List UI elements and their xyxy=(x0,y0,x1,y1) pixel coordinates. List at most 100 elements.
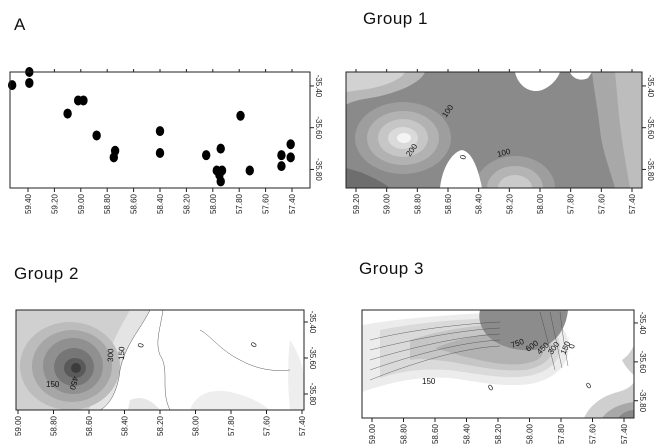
group3-contour-label: 0 xyxy=(567,343,577,349)
group2-contour-label: 0 xyxy=(136,342,146,348)
group2-contour-fill xyxy=(16,310,304,410)
sample-point xyxy=(7,80,17,91)
x-tick-label: 58.40 xyxy=(156,193,165,214)
group3-contour-label: 0 xyxy=(585,380,594,390)
x-tick-label: 58.80 xyxy=(413,193,422,214)
group1-contour-fill xyxy=(346,72,642,188)
group2-title: Group 2 xyxy=(14,264,79,283)
group1-y-axis: -35.40 -35.60 -35.80 xyxy=(642,75,655,181)
sample-point xyxy=(217,165,227,176)
x-tick-label: 59.00 xyxy=(383,193,392,214)
sample-point xyxy=(110,145,120,156)
x-tick-label: 58.40 xyxy=(463,423,472,444)
sample-point xyxy=(63,108,72,119)
group3-contour-label: 0 xyxy=(487,382,496,392)
group3-title: Group 3 xyxy=(359,259,424,278)
x-tick-label: 58.80 xyxy=(50,415,59,436)
sample-point xyxy=(155,147,165,158)
x-tick-label: 58.80 xyxy=(103,193,112,214)
x-tick-label: 59.00 xyxy=(368,423,377,444)
x-tick-label: 57.60 xyxy=(262,193,271,214)
group1-title: Group 1 xyxy=(363,9,428,28)
x-tick-label: 58.00 xyxy=(192,415,201,436)
x-tick-label: 59.20 xyxy=(50,193,59,214)
x-tick-label: 58.00 xyxy=(536,193,545,214)
sample-point xyxy=(25,77,34,88)
x-tick-label: 57.60 xyxy=(589,423,598,444)
x-tick-label: 58.60 xyxy=(431,423,440,444)
x-tick-label: 57.80 xyxy=(235,193,244,214)
y-tick-label: -35.80 xyxy=(638,389,647,412)
sample-points xyxy=(7,67,295,187)
y-tick-label: -35.40 xyxy=(646,75,655,98)
y-tick-label: -35.40 xyxy=(314,75,323,98)
x-tick-label: 58.00 xyxy=(209,193,218,214)
group2-contour-map: 300 150 0 0 450 150 59.00 58.80 58.60 58.40… xyxy=(14,309,317,436)
sample-point xyxy=(277,161,286,172)
sample-point xyxy=(286,152,295,163)
group1-contour-map: 100 200 0 100 59.20 59.00 58.80 58.60 58.40 5… xyxy=(345,69,655,214)
sample-point xyxy=(92,130,101,141)
x-tick-label: 57.40 xyxy=(288,193,297,214)
y-tick-label: -35.80 xyxy=(308,383,317,406)
group3-y-axis: -35.40 -35.60 -35.80 xyxy=(634,312,647,413)
group2-contour-label: 0 xyxy=(249,340,259,349)
x-tick-label: 57.40 xyxy=(620,423,629,444)
panel-a-title: A xyxy=(14,15,26,34)
x-tick-label: 58.20 xyxy=(494,423,503,444)
x-tick-label: 57.60 xyxy=(597,193,606,214)
group1-x-axis: 59.20 59.00 58.80 58.60 58.40 58.20 58.00 57.80… xyxy=(352,69,637,214)
x-tick-label: 59.20 xyxy=(352,193,361,214)
x-tick-label: 58.40 xyxy=(475,193,484,214)
group3-contour-map: 750 600 450 300 150 0 150 0 0 59.00 58.80… xyxy=(361,309,647,444)
y-tick-label: -35.60 xyxy=(314,116,323,139)
y-tick-label: -35.80 xyxy=(646,158,655,181)
group2-contour-label: 150 xyxy=(46,380,60,389)
x-tick-label: 59.00 xyxy=(14,415,23,436)
sample-point xyxy=(277,150,286,161)
y-tick-label: -35.60 xyxy=(638,350,647,373)
group2-contour-lines xyxy=(99,310,291,410)
sample-point xyxy=(79,95,88,106)
sample-point xyxy=(155,126,165,137)
y-tick-label: -35.40 xyxy=(308,311,317,334)
group1-contour-label: 100 xyxy=(496,147,512,159)
sample-point xyxy=(202,150,211,161)
y-tick-label: -35.60 xyxy=(308,347,317,370)
panel-a-map: 59.40 59.20 59.00 58.80 58.60 58.40 58.20 58.00… xyxy=(7,67,323,214)
y-tick-label: -35.80 xyxy=(314,158,323,181)
group3-contour-fill xyxy=(362,310,634,418)
panel-a-y-axis: -35.40 -35.60 -35.80 xyxy=(310,75,323,181)
y-tick-label: -35.40 xyxy=(638,312,647,335)
x-tick-label: 57.40 xyxy=(628,193,637,214)
x-tick-label: 58.20 xyxy=(182,193,191,214)
x-tick-label: 57.40 xyxy=(298,415,307,436)
x-tick-label: 58.40 xyxy=(121,415,130,436)
sample-point xyxy=(286,139,295,150)
group2-contour-label: 300 xyxy=(106,348,115,362)
x-tick-label: 59.00 xyxy=(77,193,86,214)
group2-y-axis: -35.40 -35.60 -35.80 xyxy=(304,311,317,406)
x-tick-label: 58.20 xyxy=(505,193,514,214)
x-tick-label: 58.60 xyxy=(85,415,94,436)
x-tick-label: 58.60 xyxy=(444,193,453,214)
x-tick-label: 58.60 xyxy=(130,193,139,214)
y-tick-label: -35.60 xyxy=(646,116,655,139)
sample-point xyxy=(216,143,225,154)
group2-contour-label: 150 xyxy=(117,346,126,360)
group2-x-axis: 59.00 58.80 58.60 58.40 58.20 58.00 57.80 57.60… xyxy=(14,410,307,436)
x-tick-label: 58.00 xyxy=(526,423,535,444)
group3-contour-lines xyxy=(369,311,569,381)
group1-contour-label: 0 xyxy=(458,153,468,160)
group3-x-axis: 59.00 58.80 58.60 58.40 58.20 58.00 57.80 57.60… xyxy=(368,418,629,444)
group3-contour-label: 750 xyxy=(510,337,526,350)
sample-point xyxy=(245,165,254,176)
group1-frame xyxy=(345,71,643,189)
x-tick-label: 59.40 xyxy=(24,193,33,214)
x-tick-label: 58.20 xyxy=(156,415,165,436)
sample-point xyxy=(236,110,245,121)
x-tick-label: 57.80 xyxy=(557,423,566,444)
group3-contour-label: 150 xyxy=(422,377,436,386)
panel-a-x-axis: 59.40 59.20 59.00 58.80 58.60 58.40 58.20 58.00… xyxy=(24,69,297,214)
x-tick-label: 57.80 xyxy=(567,193,576,214)
